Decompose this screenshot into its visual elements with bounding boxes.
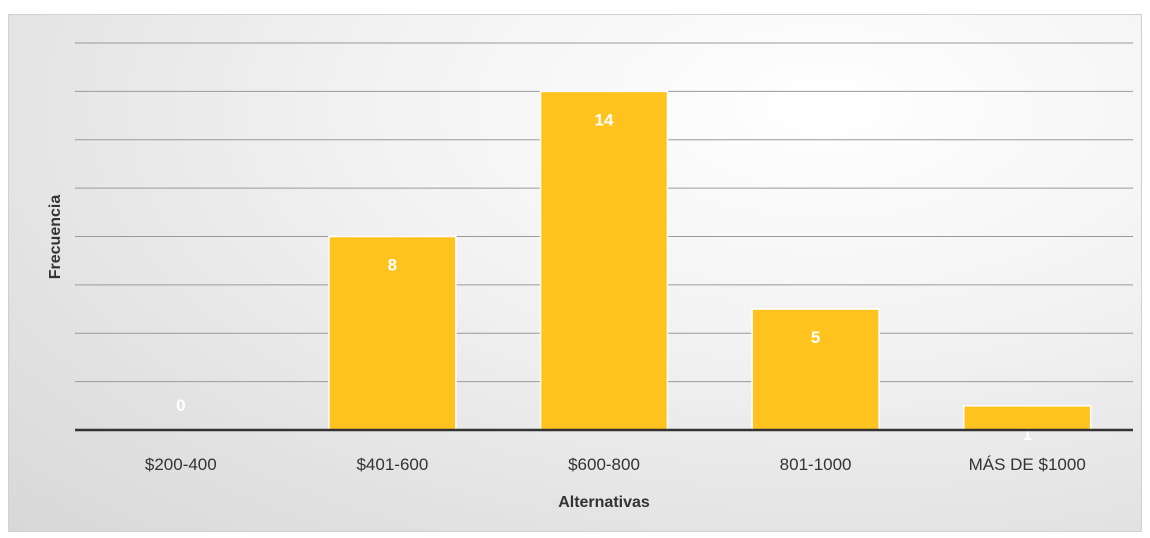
data-label: 0 xyxy=(176,396,185,415)
bar xyxy=(962,405,1092,431)
bar xyxy=(751,308,880,431)
bars xyxy=(328,90,1092,431)
x-tick-label: $401-600 xyxy=(356,455,428,474)
x-tick-label: $200-400 xyxy=(145,455,217,474)
data-label: 8 xyxy=(388,256,397,275)
y-axis-title: Frecuencia xyxy=(47,195,64,280)
bar xyxy=(539,90,669,431)
data-labels: 0 8 14 5 1 xyxy=(176,110,1032,443)
x-axis-title: Alternativas xyxy=(558,494,650,511)
data-label: 14 xyxy=(595,110,614,129)
x-tick-label: MÁS DE $1000 xyxy=(969,455,1086,474)
data-label: 1 xyxy=(1022,425,1031,444)
x-tick-label: 801-1000 xyxy=(780,455,852,474)
x-axis-tick-labels: $200-400 $401-600 $600-800 801-1000 MÁS DE $… xyxy=(145,455,1086,474)
x-tick-label: $600-800 xyxy=(568,455,640,474)
data-label: 5 xyxy=(811,328,820,347)
bar xyxy=(328,235,457,431)
